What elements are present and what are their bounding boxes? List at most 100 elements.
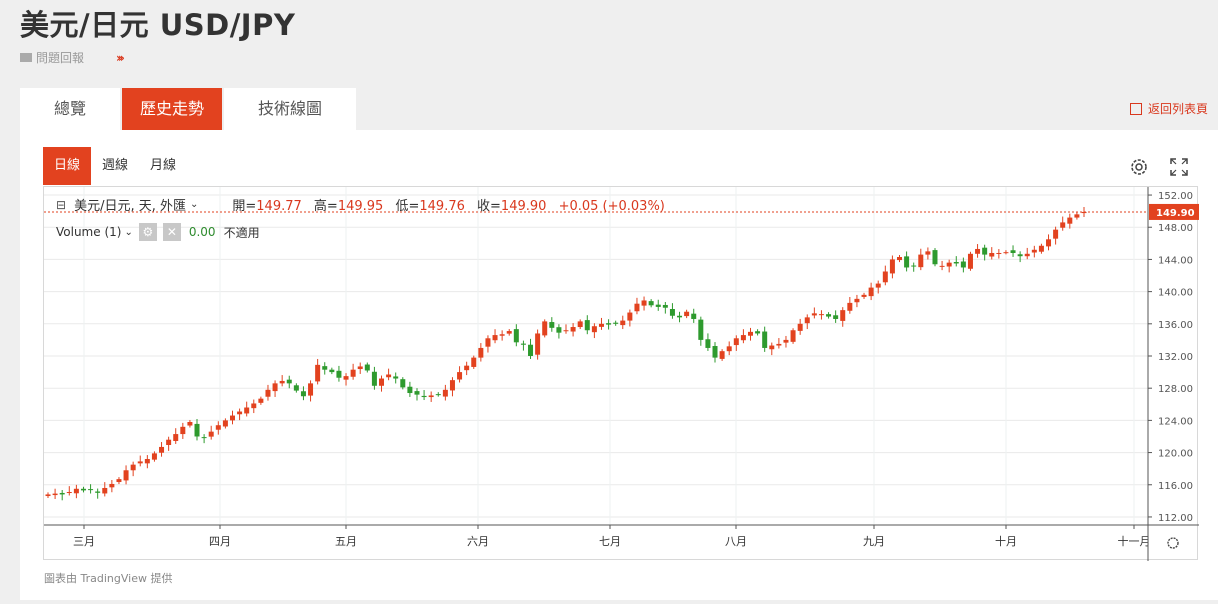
- candle-body: [201, 437, 207, 439]
- x-tick-label: 十一月: [1118, 534, 1151, 548]
- settings-gear-icon[interactable]: [1128, 156, 1150, 178]
- volume-label[interactable]: Volume (1): [56, 225, 122, 239]
- candle-body: [350, 369, 356, 377]
- chart-credit: 圖表由 TradingView 提供: [44, 572, 173, 585]
- candlestick-chart[interactable]: 112.00 116.00 120.00 124.00 128.00 132.00 136.…: [44, 187, 1199, 561]
- candle-body: [826, 314, 832, 317]
- candle-body: [591, 326, 597, 333]
- candle-body: [535, 333, 541, 355]
- fullscreen-icon[interactable]: [1168, 156, 1190, 178]
- candle-body: [173, 434, 179, 441]
- candle-body: [208, 431, 214, 437]
- candle-body: [960, 261, 966, 268]
- candle-body: [889, 259, 895, 274]
- candle-body: [272, 383, 278, 392]
- candle-body: [45, 494, 51, 497]
- main-tabs: 總覽 歷史走勢 技術線圖: [20, 88, 358, 130]
- candle-body: [818, 314, 824, 316]
- y-tick-label: 132.00: [1158, 352, 1193, 363]
- candle-body: [875, 283, 881, 288]
- x-tick-label: 十月: [995, 534, 1017, 548]
- chevron-down-icon[interactable]: ⌄: [124, 226, 133, 238]
- collapse-icon[interactable]: ⊟: [56, 197, 67, 212]
- candle-body: [371, 371, 377, 386]
- y-tick-label: 124.00: [1158, 416, 1193, 427]
- y-tick-label: 120.00: [1158, 449, 1193, 460]
- candle-body: [925, 251, 931, 255]
- report-link[interactable]: 問題回報 ›››: [20, 49, 125, 66]
- candle-body: [513, 329, 519, 343]
- candle-body: [315, 364, 321, 382]
- candle-body: [1024, 253, 1030, 257]
- range-tabs: 日線 週線 月線: [43, 147, 187, 185]
- x-tick-label: 五月: [335, 535, 357, 548]
- volume-remove-icon[interactable]: ✕: [162, 223, 181, 241]
- volume-settings-icon[interactable]: ⚙: [138, 223, 157, 241]
- candle-body: [322, 366, 328, 370]
- x-tick-label: 八月: [725, 535, 747, 548]
- last-price-badge: [1149, 203, 1199, 220]
- candle-body: [442, 389, 448, 397]
- candle-body: [1017, 254, 1023, 257]
- candle-body: [457, 372, 463, 380]
- y-tick-label: 148.00: [1158, 223, 1193, 234]
- expand-arrows-icon[interactable]: ›››: [116, 50, 125, 65]
- candle-body: [180, 426, 186, 435]
- candle-body: [684, 311, 690, 317]
- candle-body: [123, 470, 129, 481]
- y-tick-label: 116.00: [1158, 481, 1193, 492]
- candle-body: [52, 493, 58, 496]
- candle-body: [556, 327, 562, 333]
- symbol-label[interactable]: 美元/日元, 天, 外匯: [74, 199, 186, 214]
- y-tick-label: 140.00: [1158, 288, 1193, 299]
- candle-body: [861, 294, 867, 297]
- candle-body: [769, 345, 775, 350]
- candle-body: [1074, 214, 1080, 218]
- candle-body: [386, 374, 392, 378]
- candle-body: [904, 256, 910, 268]
- candle-body: [542, 321, 548, 336]
- tab-technical-chart[interactable]: 技術線圖: [224, 88, 357, 130]
- candle-body: [73, 488, 79, 494]
- candle-body: [783, 339, 789, 343]
- candle-body: [854, 298, 860, 303]
- y-tick-label: 152.00: [1158, 191, 1193, 202]
- tab-overview[interactable]: 總覽: [20, 88, 121, 130]
- candle-body: [166, 439, 172, 446]
- candle-body: [811, 313, 817, 316]
- close-value: 149.90: [500, 199, 547, 214]
- open-label: 開=: [232, 199, 257, 214]
- candle-body: [414, 391, 420, 395]
- candle-body: [407, 386, 413, 394]
- candle-body: [840, 310, 846, 321]
- mail-icon: [20, 53, 32, 62]
- ohlc-values: 開=149.77 高=149.95 低=149.76 收=149.90 +0.0…: [232, 195, 673, 214]
- candle-body: [237, 411, 243, 415]
- candle-body: [229, 415, 235, 421]
- tab-history[interactable]: 歷史走勢: [122, 88, 223, 130]
- axis-settings-icon[interactable]: [1167, 537, 1179, 549]
- chevron-down-icon[interactable]: ⌄: [189, 199, 199, 210]
- candle-body: [563, 330, 569, 332]
- candle-body: [137, 461, 143, 464]
- candle-body: [336, 370, 342, 378]
- candle-body: [918, 254, 924, 268]
- candle-body: [648, 301, 654, 306]
- candle-body: [967, 253, 973, 269]
- candle-body: [258, 398, 264, 403]
- candle-body: [911, 265, 917, 267]
- candle-body: [868, 287, 874, 297]
- range-tab-daily[interactable]: 日線: [43, 147, 92, 185]
- range-tab-monthly[interactable]: 月線: [150, 158, 177, 173]
- page-title: 美元/日元 USD/JPY: [20, 8, 296, 42]
- candle-body: [953, 262, 959, 264]
- candle-body: [286, 379, 292, 384]
- candle-body: [882, 271, 888, 283]
- price-chart[interactable]: 112.00 116.00 120.00 124.00 128.00 132.00 136.…: [43, 186, 1199, 561]
- y-tick-label: 112.00: [1158, 513, 1193, 524]
- candle-body: [130, 464, 136, 471]
- back-to-list-link[interactable]: 返回列表頁: [1129, 100, 1208, 117]
- candle-body: [946, 262, 952, 267]
- range-tab-weekly[interactable]: 週線: [102, 158, 129, 173]
- candle-body: [400, 379, 406, 388]
